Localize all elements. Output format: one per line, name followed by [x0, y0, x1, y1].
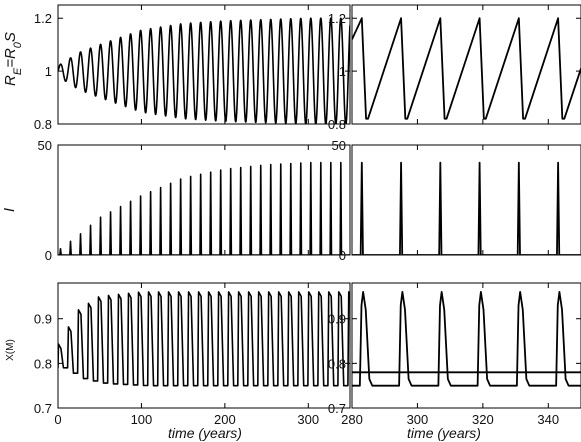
axes-frame — [351, 282, 581, 409]
xtick-label: 320 — [472, 412, 494, 427]
ytick-label: 0.9 — [34, 312, 52, 327]
series-middle-right-0-line — [352, 161, 581, 255]
plot-area — [58, 291, 350, 387]
plot-area — [352, 17, 581, 120]
plot-area — [58, 17, 350, 124]
xtick-label: 280 — [341, 412, 363, 427]
xtick-label: 300 — [407, 412, 429, 427]
ytick-label: 0.8 — [34, 117, 52, 132]
ytick-label: 1 — [45, 64, 52, 79]
xtick-label: 300 — [297, 412, 319, 427]
series-top-left-0-line — [58, 17, 350, 124]
ytick-label: 0.7 — [34, 401, 52, 416]
ytick-label: 50 — [332, 138, 346, 153]
ytick-label: 0 — [339, 248, 346, 263]
ytick-label: 0.8 — [328, 356, 346, 371]
xtick-label: 340 — [537, 412, 559, 427]
series-bottom-right-0-line — [352, 291, 581, 387]
ylabel-reproduction-number: RE=R0S — [2, 32, 24, 86]
series-middle-left-0-line — [58, 161, 350, 255]
axes-frame — [351, 144, 581, 256]
plot-area — [58, 161, 350, 255]
ytick-label: 0.7 — [328, 401, 346, 416]
ytick-label: 0.8 — [34, 356, 52, 371]
ytick-label: 1.2 — [34, 11, 52, 26]
ytick-label: 50 — [38, 138, 52, 153]
ytick-label: 1.2 — [328, 11, 346, 26]
xlabel-right: time (years) — [407, 425, 481, 441]
plot-area — [352, 291, 581, 387]
axes-frame — [57, 282, 351, 409]
ytick-label: 0.8 — [328, 117, 346, 132]
panel-top-left: 0.8 1 1.2 — [34, 4, 351, 132]
ytick-label: 0.9 — [328, 312, 346, 327]
xtick-label: 100 — [131, 412, 153, 427]
xlabel-left: time (years) — [168, 425, 242, 441]
ytick-label: 1 — [339, 64, 346, 79]
panel-middle-right: 0 50 — [332, 138, 581, 263]
series-top-right-0-line — [352, 17, 581, 120]
ylabel-infected: I — [1, 208, 18, 212]
panel-middle-left: 0 50 — [38, 138, 351, 263]
panel-top-right: 0.8 1 1.2 — [328, 4, 581, 132]
ytick-label: 0 — [45, 248, 52, 263]
series-bottom-left-0-line — [58, 291, 350, 387]
axes-frame — [351, 4, 581, 125]
plot-area — [352, 161, 581, 255]
panel-bottom-left: 0.7 0.8 0.9 0 100 200 300 — [34, 282, 351, 427]
xtick-label: 200 — [214, 412, 236, 427]
xtick-label: 0 — [54, 412, 61, 427]
panel-bottom-right: 0.7 0.8 0.9 280 300 320 340 — [328, 282, 581, 427]
ylabel-x-m: X(M) — [5, 339, 16, 361]
axes-frame — [57, 4, 351, 125]
axes-frame — [57, 144, 351, 256]
